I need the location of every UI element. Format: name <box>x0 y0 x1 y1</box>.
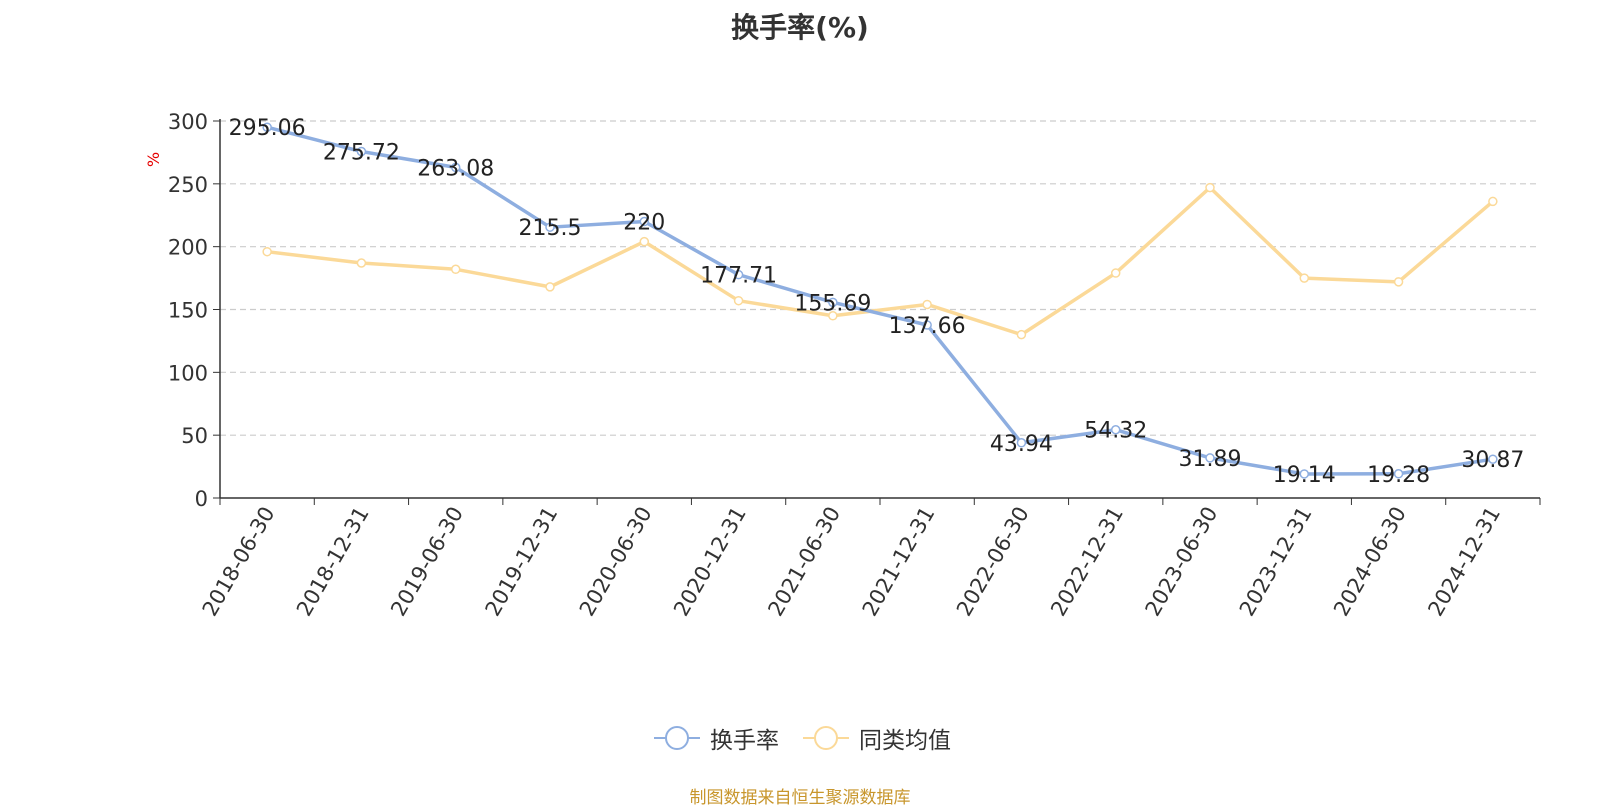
data-point <box>1299 273 1310 283</box>
legend-marker-icon <box>803 726 849 750</box>
data-label: 295.06 <box>229 116 306 141</box>
legend: 换手率 同类均值 <box>652 722 973 754</box>
data-point <box>1488 196 1498 207</box>
x-tick-label: 2024-12-31 <box>1423 503 1505 621</box>
x-tick-label: 2021-12-31 <box>858 502 940 620</box>
y-tick-label: 100 <box>168 361 208 385</box>
x-tick-label: 2019-12-31 <box>481 503 563 621</box>
data-label: 177.71 <box>700 264 777 289</box>
data-point <box>1110 268 1121 278</box>
y-tick-label: 250 <box>168 173 208 197</box>
x-tick-label: 2020-06-30 <box>575 503 657 621</box>
data-label: 263.08 <box>417 156 494 181</box>
legend-label: 同类均值 <box>859 728 951 754</box>
y-tick-label: 300 <box>168 110 208 134</box>
x-tick-label: 2024-06-30 <box>1329 503 1411 621</box>
data-point <box>545 282 555 292</box>
data-point <box>356 258 367 268</box>
x-tick-label: 2018-06-30 <box>198 503 280 621</box>
data-label: 275.72 <box>323 141 400 166</box>
chart-title: 换手率(%) <box>731 11 869 44</box>
data-point <box>262 122 272 132</box>
data-label: 43.94 <box>990 432 1053 457</box>
data-point <box>1299 469 1310 479</box>
x-tick-label: 2021-06-30 <box>763 503 845 621</box>
data-point <box>1110 424 1121 435</box>
x-tick-label: 2022-12-31 <box>1046 503 1128 621</box>
data-point <box>1205 453 1215 463</box>
data-label: 30.87 <box>1461 448 1524 473</box>
x-tick-label: 2023-06-30 <box>1141 503 1223 621</box>
data-point <box>733 295 744 306</box>
data-point <box>1016 329 1027 340</box>
data-point <box>1393 277 1404 287</box>
data-point <box>1393 469 1404 479</box>
data-point <box>450 264 461 275</box>
data-point <box>1016 438 1027 448</box>
data-source-footer: 制图数据来自恒生聚源数据库 <box>689 788 911 808</box>
data-label: 137.66 <box>889 314 966 339</box>
data-point <box>733 269 744 280</box>
data-point <box>1205 182 1215 193</box>
data-label: 220 <box>623 211 665 236</box>
data-point <box>639 216 650 227</box>
data-point <box>639 236 650 247</box>
legend-item-peer-average[interactable]: 同类均值 <box>801 721 951 755</box>
data-point <box>262 246 272 257</box>
data-point <box>922 320 932 330</box>
legend-item-turnover[interactable]: 换手率 <box>652 721 779 755</box>
data-point <box>545 222 555 232</box>
data-label: 19.28 <box>1367 463 1430 488</box>
legend-marker-icon <box>654 726 700 750</box>
series-line <box>266 125 1494 476</box>
y-tick-label: 50 <box>181 424 208 448</box>
data-label: 215.5 <box>519 216 582 241</box>
x-tick-label: 2018-12-31 <box>292 503 374 621</box>
data-point <box>828 297 838 308</box>
data-point <box>828 311 838 321</box>
data-point <box>450 162 461 173</box>
data-point <box>1488 454 1498 464</box>
data-label: 31.89 <box>1179 447 1242 472</box>
x-tick-label: 2022-06-30 <box>952 503 1034 621</box>
legend-label: 换手率 <box>710 728 779 754</box>
data-label: 155.69 <box>794 291 871 316</box>
series-line <box>266 185 1494 337</box>
x-tick-label: 2020-12-31 <box>669 503 751 621</box>
y-tick-label: 0 <box>195 487 208 511</box>
data-point <box>356 146 367 157</box>
data-point <box>922 299 932 310</box>
y-tick-label: 150 <box>168 299 208 323</box>
data-label: 54.32 <box>1084 419 1147 444</box>
x-tick-label: 2023-12-31 <box>1235 503 1317 621</box>
data-label: 19.14 <box>1273 463 1336 488</box>
x-tick-label: 2019-06-30 <box>386 503 468 621</box>
y-tick-label: 200 <box>168 236 208 260</box>
